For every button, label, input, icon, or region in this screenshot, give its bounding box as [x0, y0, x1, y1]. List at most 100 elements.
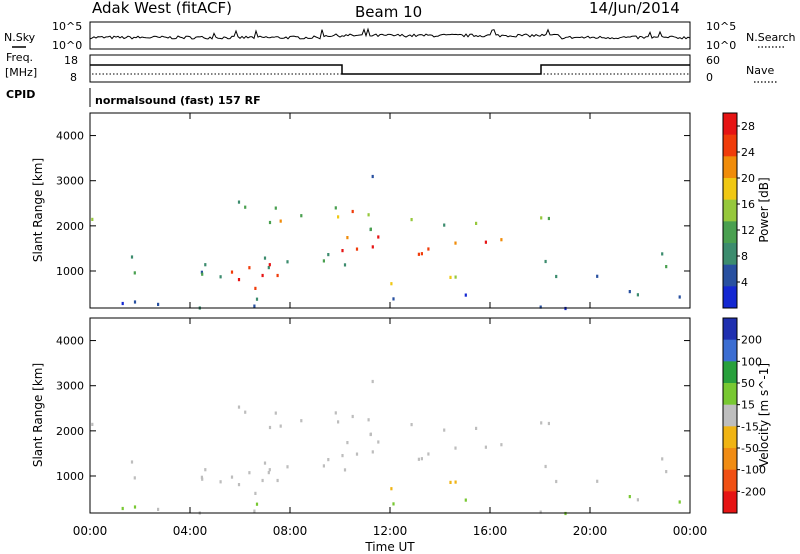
power-colorbar: 4 8 12 16 20 24 28	[722, 112, 755, 309]
power-colorbar-tick-label: 4	[741, 276, 748, 289]
velocity-cell	[237, 405, 241, 409]
power-cell	[341, 249, 344, 253]
power-colorbar-tick-label: 24	[741, 146, 755, 159]
velocity-cell	[244, 410, 247, 414]
power-cell	[367, 213, 370, 217]
power-cell	[253, 304, 256, 308]
velocity-cell	[449, 480, 452, 484]
freq-frame	[89, 54, 691, 83]
nsky-trace	[89, 27, 691, 40]
power-cell	[204, 263, 207, 267]
velocity-cell	[253, 509, 256, 513]
velocity-cell	[539, 510, 542, 514]
velocity-colorbar-tick-label: -100	[741, 464, 766, 477]
power-ytick-label: 1000	[56, 265, 84, 278]
velocity-cell	[133, 505, 137, 509]
power-colorbar-tick-label: 8	[741, 250, 748, 263]
velocity-frame	[89, 317, 691, 514]
power-colorbar-label: Power [dB]	[757, 177, 771, 242]
power-cell	[343, 263, 347, 267]
velocity-cell	[628, 495, 631, 499]
freq-tick-bottom: 8	[70, 71, 77, 84]
freq-tick-top: 18	[64, 54, 78, 67]
velocity-colorbar-tick-label: 200	[741, 334, 762, 347]
nsearch-label: N.Search	[746, 31, 796, 44]
velocity-cell	[346, 441, 349, 445]
power-frame	[89, 112, 691, 309]
power-cell	[661, 252, 664, 256]
velocity-ytick-label: 4000	[56, 335, 84, 348]
power-colorbar-segment	[723, 178, 737, 201]
power-cell	[369, 227, 372, 231]
power-cell	[540, 216, 543, 220]
nsky-tick-top: 10^5	[52, 20, 82, 33]
velocity-cell	[322, 464, 325, 468]
velocity-cell	[267, 471, 270, 475]
power-cell	[248, 266, 251, 270]
time-tick-label: 00:00	[73, 524, 108, 538]
velocity-panel: 1000 2000 3000 4000 Slant Range [km] 200 100…	[31, 317, 771, 516]
power-cell	[286, 260, 289, 264]
power-cell	[268, 220, 272, 225]
velocity-cell	[417, 457, 420, 461]
power-colorbar-frame	[722, 112, 738, 309]
power-cell	[449, 275, 452, 279]
velocity-cell	[678, 500, 681, 504]
velocity-colorbar-segment	[723, 361, 737, 384]
velocity-cell	[237, 483, 241, 487]
power-cell	[371, 174, 374, 179]
velocity-cell	[377, 440, 380, 444]
freq-label-line2: [MHz]	[5, 66, 37, 79]
velocity-cell	[157, 507, 160, 511]
power-colorbar-tick-label: 28	[741, 120, 755, 133]
velocity-colorbar-segment	[723, 318, 737, 341]
velocity-cell	[443, 428, 446, 432]
nsky-right-tick-bottom: 10^0	[706, 39, 736, 52]
velocity-cell	[351, 414, 354, 419]
power-colorbar-segment	[723, 113, 737, 136]
power-cell	[130, 255, 134, 259]
power-cell	[237, 278, 241, 282]
power-cell	[355, 247, 359, 251]
power-cell	[337, 215, 340, 219]
power-cell	[201, 272, 204, 276]
power-cell	[157, 302, 160, 306]
power-cell	[274, 206, 277, 210]
velocity-cell	[254, 491, 257, 495]
velocity-cell	[555, 479, 558, 484]
power-cell	[377, 235, 380, 239]
velocity-colorbar-label: Velocity [m s^-1]	[757, 363, 771, 467]
power-cell	[133, 300, 137, 304]
velocity-cell	[200, 475, 203, 479]
freq-label-line1: Freq.	[6, 51, 33, 64]
velocity-ylabel: Slant Range [km]	[31, 363, 45, 467]
power-ytick-label: 4000	[56, 130, 84, 143]
velocity-cell	[276, 478, 279, 483]
velocity-cell	[540, 421, 543, 425]
power-colorbar-segment	[723, 264, 737, 287]
beam-title: Beam 10	[355, 3, 422, 21]
velocity-cell	[230, 475, 234, 479]
velocity-cell	[454, 480, 457, 484]
power-cell	[484, 240, 487, 244]
velocity-cell	[133, 476, 136, 480]
power-cell	[596, 274, 599, 278]
velocity-colorbar-segment	[723, 404, 737, 427]
velocity-cell	[544, 464, 547, 469]
power-cell	[628, 290, 631, 294]
velocity-cell	[369, 432, 372, 436]
nsky-frame	[89, 21, 691, 50]
velocity-cell	[341, 454, 344, 458]
velocity-cell	[371, 450, 374, 454]
velocity-cell	[500, 443, 503, 447]
power-cell	[464, 293, 467, 297]
power-cell	[255, 297, 259, 301]
velocity-cell	[661, 457, 664, 461]
power-panel: 1000 2000 3000 4000 Slant Range [km] 4 8 12 16…	[31, 112, 771, 311]
velocity-scatter	[91, 379, 681, 516]
velocity-ytick-label: 1000	[56, 470, 84, 483]
power-cell	[417, 252, 420, 256]
velocity-cell	[665, 470, 668, 474]
power-cell	[392, 297, 395, 301]
